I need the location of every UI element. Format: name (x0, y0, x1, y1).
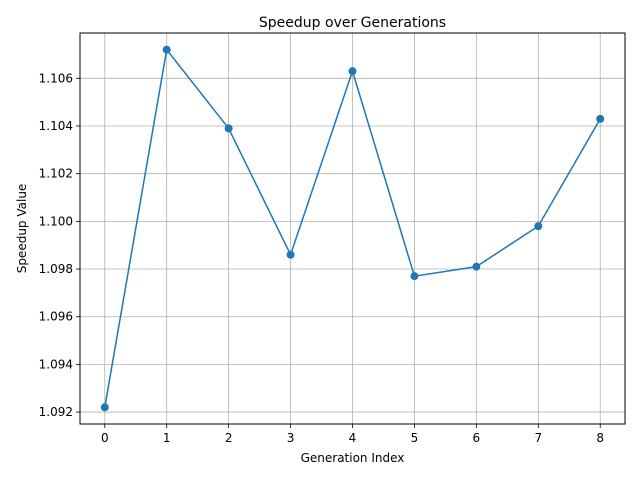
y-tick-label: 1.104 (39, 119, 73, 133)
series-layer (100, 45, 605, 412)
x-tick-label: 8 (596, 431, 604, 445)
y-axis-label: Speedup Value (15, 184, 29, 274)
y-tick-label: 1.092 (39, 405, 73, 419)
x-tick-label: 6 (473, 431, 481, 445)
y-tick-label: 1.094 (39, 357, 73, 371)
y-axis: 1.092 1.094 1.096 1.098 1.100 1.102 1.104 1.106 (39, 71, 80, 419)
y-tick-label: 1.096 (39, 310, 73, 324)
data-point (286, 250, 295, 259)
data-point (472, 262, 481, 271)
x-axis-label: Generation Index (301, 451, 405, 465)
data-point (100, 403, 109, 412)
x-tick-label: 1 (163, 431, 171, 445)
y-tick-label: 1.102 (39, 167, 73, 181)
data-point (596, 114, 605, 123)
x-tick-label: 0 (101, 431, 109, 445)
x-axis: 0 1 2 3 4 5 6 7 8 (101, 424, 604, 445)
grid (80, 33, 625, 424)
y-tick-label: 1.098 (39, 262, 73, 276)
x-tick-label: 5 (411, 431, 419, 445)
x-tick-label: 7 (534, 431, 542, 445)
x-tick-label: 2 (225, 431, 233, 445)
x-tick-label: 4 (349, 431, 357, 445)
chart-title: Speedup over Generations (259, 15, 446, 31)
data-point (224, 124, 233, 133)
x-tick-label: 3 (287, 431, 295, 445)
data-point (534, 222, 543, 231)
y-tick-label: 1.100 (39, 214, 73, 228)
data-point (162, 45, 171, 54)
data-point (410, 272, 419, 281)
y-tick-label: 1.106 (39, 71, 73, 85)
data-point (348, 67, 357, 76)
